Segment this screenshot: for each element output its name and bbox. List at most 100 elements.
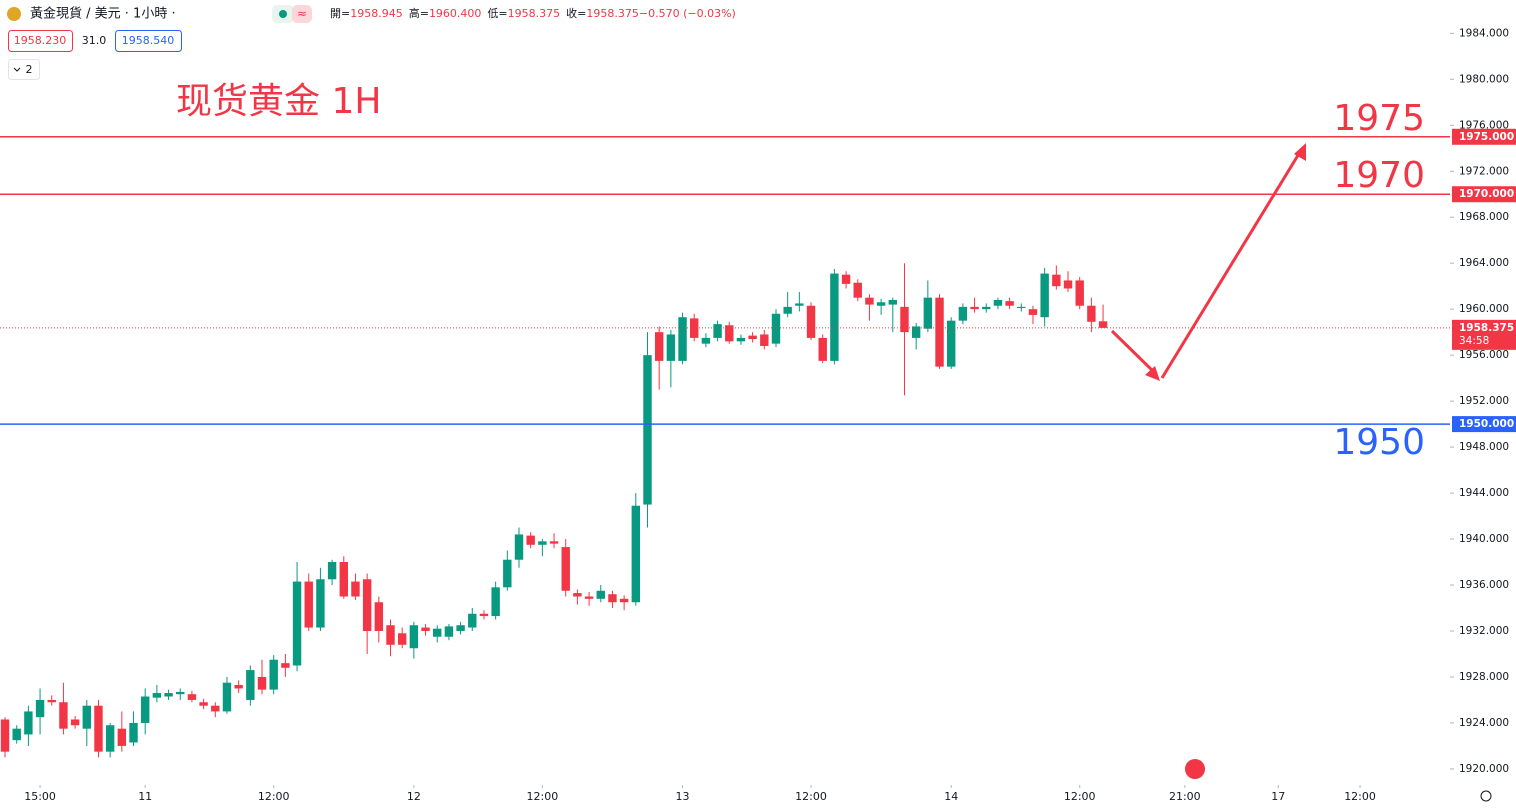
candle-body (386, 625, 395, 645)
candle-body (468, 613, 477, 628)
candle-body (152, 693, 162, 698)
candle-body (760, 334, 769, 346)
annotation: 现货黄金 1H (176, 81, 381, 122)
candle-body (176, 691, 185, 695)
candle-body (292, 581, 302, 666)
candle-body (94, 705, 103, 752)
y-tick-label: 1984.000 (1459, 27, 1509, 39)
plot-area (0, 136, 1450, 758)
ohlc-value: 1958.375 (508, 7, 561, 20)
candle-body (993, 299, 1003, 306)
ohlc-label: 收= (566, 6, 586, 20)
candle-body (701, 337, 711, 344)
y-tick-label: 1972.000 (1459, 165, 1509, 177)
spread: 31.0 (82, 34, 107, 47)
candle-body (24, 711, 33, 735)
y-tick-label: 1968.000 (1459, 211, 1509, 223)
candle-body (923, 297, 933, 329)
level-tag (1452, 186, 1516, 203)
y-tick-label: 1924.000 (1459, 717, 1509, 729)
y-tick-label: 1952.000 (1459, 395, 1509, 407)
candle-body (526, 535, 535, 545)
bid-box[interactable] (8, 30, 73, 52)
candle-body (514, 534, 524, 560)
candle-body (1075, 280, 1084, 306)
delay-badge[interactable] (292, 5, 312, 23)
ask-box[interactable] (115, 30, 182, 52)
level-text: 1975 (1333, 98, 1425, 139)
x-tick-label: 12:00 (1064, 790, 1096, 803)
candle-body (830, 273, 839, 361)
level-tag (1452, 416, 1516, 433)
candle-body (409, 625, 419, 649)
x-tick-label: 12:00 (258, 790, 290, 803)
y-tick-label: 1960.000 (1459, 303, 1509, 315)
x-tick-label: 17 (1271, 790, 1285, 803)
candle-body (631, 505, 641, 603)
status-dot (279, 10, 287, 18)
candle-body (619, 598, 629, 603)
bid: 1958.230 (14, 34, 67, 47)
candle-body (947, 320, 956, 367)
candle-body (444, 626, 454, 637)
ohlc-value: 1958.375 (586, 7, 639, 20)
candle-body (479, 613, 489, 617)
candle-body (795, 303, 804, 306)
candle-body (690, 318, 699, 338)
candle-body (561, 547, 570, 591)
countdown: 34:58 (1459, 335, 1489, 347)
last-price-label: 1958.375 (1459, 322, 1514, 334)
candle-body (1040, 273, 1049, 318)
candle-body (82, 705, 91, 729)
candle-body (888, 299, 898, 305)
candle-body (1087, 305, 1096, 322)
x-tick-label: 13 (676, 790, 690, 803)
candle-body (549, 541, 559, 544)
ohlc-value: −0.570 (−0.03%) (639, 7, 736, 20)
candle-body (876, 302, 886, 306)
candle-body (0, 719, 10, 752)
y-tick-label: 1928.000 (1459, 671, 1509, 683)
candle-body (234, 685, 243, 689)
candle-body (970, 306, 979, 310)
candle-body (374, 602, 384, 631)
y-tick-label: 1980.000 (1459, 73, 1509, 85)
x-tick-label: 14 (944, 790, 958, 803)
ohlc-label: 高= (409, 6, 429, 20)
level-text: 1950 (1333, 422, 1425, 463)
candle-body (1017, 306, 1026, 309)
ask: 1958.540 (122, 34, 175, 47)
candle-body (1028, 309, 1038, 315)
candle-body (59, 702, 68, 729)
candle-body (865, 297, 874, 305)
y-tick-label: 1976.000 (1459, 119, 1509, 131)
candle-body (246, 670, 255, 700)
candle-body (818, 337, 827, 361)
x-tick-label: 12:00 (527, 790, 559, 803)
candle-body (117, 728, 127, 746)
settings-icon[interactable] (1480, 790, 1492, 802)
candle-body (316, 579, 325, 628)
indicator-count: 2 (26, 63, 33, 76)
candle-body (491, 587, 500, 617)
level-tag-label: 1970.000 (1459, 188, 1514, 200)
x-tick-label: 15:00 (24, 790, 56, 803)
candle-body (643, 355, 652, 505)
candle-body (806, 305, 816, 338)
candle-body (935, 297, 944, 367)
y-tick-label: 1920.000 (1459, 763, 1509, 775)
level-tag-label: 1950.000 (1459, 418, 1514, 430)
candle-body (70, 719, 80, 726)
candle-body (584, 596, 594, 599)
event-flag[interactable] (1185, 759, 1205, 779)
symbol-title[interactable]: 黃金現貨 / 美元 · 1小時 · (30, 6, 176, 22)
candle-body (421, 627, 430, 631)
candle-body (900, 306, 909, 333)
candle-body (304, 581, 313, 628)
indicator-toggle[interactable] (8, 59, 40, 80)
candle-body (456, 625, 465, 631)
candle-body (736, 337, 746, 342)
x-tick-label: 12 (407, 790, 421, 803)
